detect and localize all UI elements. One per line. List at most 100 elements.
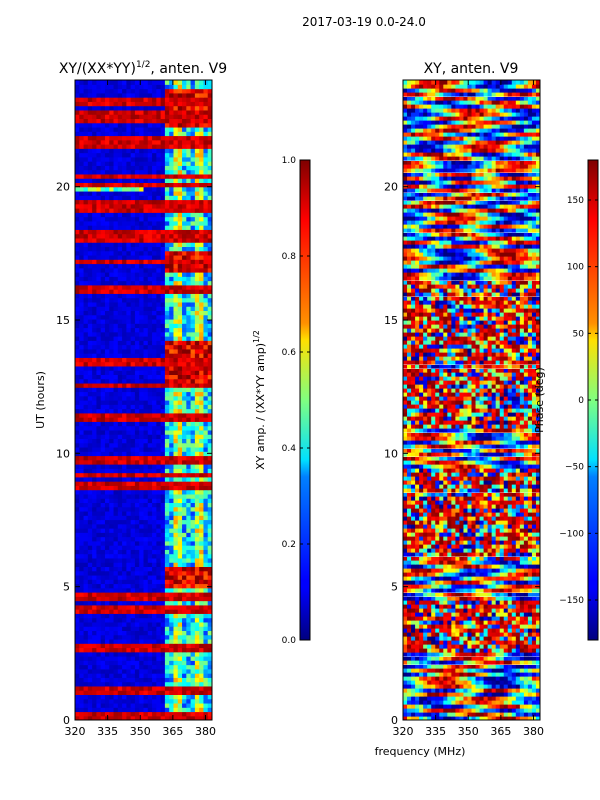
heatmap-cell xyxy=(199,668,205,674)
heatmap-cell xyxy=(143,485,149,491)
heatmap-cell xyxy=(143,519,149,525)
heatmap-cell xyxy=(160,131,166,137)
heatmap-cell xyxy=(139,702,145,708)
heatmap-cell xyxy=(139,476,145,482)
heatmap-cell xyxy=(177,502,183,508)
heatmap-cell xyxy=(152,220,157,226)
heatmap-cell xyxy=(147,293,153,299)
heatmap-cell xyxy=(435,696,440,701)
heatmap-cell xyxy=(177,370,183,375)
heatmap-cell xyxy=(186,323,192,329)
heatmap-cell xyxy=(109,707,115,713)
heatmap-cell xyxy=(182,348,187,354)
heatmap-cell xyxy=(152,446,157,452)
heatmap-cell xyxy=(143,643,149,649)
heatmap-cell xyxy=(152,549,157,555)
heatmap-cell xyxy=(443,704,448,709)
heatmap-cell xyxy=(83,395,89,401)
heatmap-cell xyxy=(160,246,166,252)
heatmap-cell xyxy=(113,323,119,329)
heatmap-cell xyxy=(475,704,481,709)
heatmap-cell xyxy=(190,711,196,717)
heatmap-cell xyxy=(147,638,153,644)
heatmap-cell xyxy=(83,190,89,196)
heatmap-cell xyxy=(143,685,149,691)
heatmap-cell xyxy=(113,208,119,213)
heatmap-cell xyxy=(109,297,115,303)
heatmap-cell xyxy=(431,708,436,713)
heatmap-cell xyxy=(152,186,157,192)
heatmap-cell xyxy=(194,673,200,678)
heatmap-cell xyxy=(130,178,136,183)
heatmap-cell xyxy=(190,250,196,256)
heatmap-cell xyxy=(109,382,115,388)
heatmap-cell xyxy=(199,88,205,94)
heatmap-cell xyxy=(186,284,192,290)
heatmap-cell xyxy=(96,84,102,90)
heatmap-cell xyxy=(134,208,140,213)
heatmap-cell xyxy=(203,502,209,508)
heatmap-cell xyxy=(104,391,110,397)
heatmap-cell xyxy=(113,587,119,593)
heatmap-cell xyxy=(79,429,85,435)
heatmap-cell xyxy=(207,476,212,482)
heatmap-cell xyxy=(203,336,209,341)
heatmap-cell xyxy=(87,233,93,239)
heatmap-cell xyxy=(194,182,200,188)
heatmap-cell xyxy=(83,229,89,235)
heatmap-cell xyxy=(177,259,183,265)
heatmap-cell xyxy=(169,114,175,119)
heatmap-cell xyxy=(122,472,127,478)
heatmap-cell xyxy=(199,634,205,640)
heatmap-cell xyxy=(160,673,166,678)
heatmap-cell xyxy=(113,233,119,239)
heatmap-cell xyxy=(177,182,183,188)
heatmap-cell xyxy=(190,609,196,614)
heatmap-cell xyxy=(96,545,102,550)
heatmap-cell xyxy=(104,237,110,243)
heatmap-cell xyxy=(199,203,205,209)
heatmap-cell xyxy=(83,515,89,521)
heatmap-cell xyxy=(126,536,132,542)
heatmap-cell xyxy=(207,668,212,674)
heatmap-cell xyxy=(100,673,106,678)
heatmap-cell xyxy=(160,694,166,700)
heatmap-cell xyxy=(122,92,127,98)
heatmap-cell xyxy=(113,327,119,333)
heatmap-cell xyxy=(92,506,98,512)
heatmap-cell xyxy=(156,114,162,119)
heatmap-cell xyxy=(186,173,192,179)
heatmap-cell xyxy=(79,220,85,226)
heatmap-cell xyxy=(203,592,209,597)
heatmap-cell xyxy=(459,712,465,717)
heatmap-cell xyxy=(109,545,115,550)
heatmap-cell xyxy=(117,660,123,666)
heatmap-cell xyxy=(122,327,127,333)
heatmap-cell xyxy=(186,557,192,563)
heatmap-cell xyxy=(117,545,123,550)
heatmap-cell xyxy=(169,267,175,273)
heatmap-cell xyxy=(173,566,179,572)
heatmap-cell xyxy=(75,681,80,687)
heatmap-cell xyxy=(109,280,115,286)
heatmap-cell xyxy=(435,704,440,709)
heatmap-cell xyxy=(75,229,80,235)
heatmap-cell xyxy=(122,604,127,610)
heatmap-cell xyxy=(173,429,179,435)
heatmap-cell xyxy=(139,220,145,226)
heatmap-cell xyxy=(75,318,80,324)
heatmap-cell xyxy=(186,378,192,384)
heatmap-cell xyxy=(207,122,212,128)
heatmap-cell xyxy=(207,459,212,465)
heatmap-cell xyxy=(109,229,115,235)
heatmap-cell xyxy=(130,506,136,512)
heatmap-cell xyxy=(160,438,166,444)
heatmap-cell xyxy=(207,532,212,538)
heatmap-cell xyxy=(83,382,89,388)
heatmap-cell xyxy=(207,361,212,367)
heatmap-cell xyxy=(503,716,509,720)
heatmap-cell xyxy=(130,668,136,674)
heatmap-cell xyxy=(207,92,212,98)
heatmap-cell xyxy=(109,481,115,486)
heatmap-cell xyxy=(134,647,140,653)
